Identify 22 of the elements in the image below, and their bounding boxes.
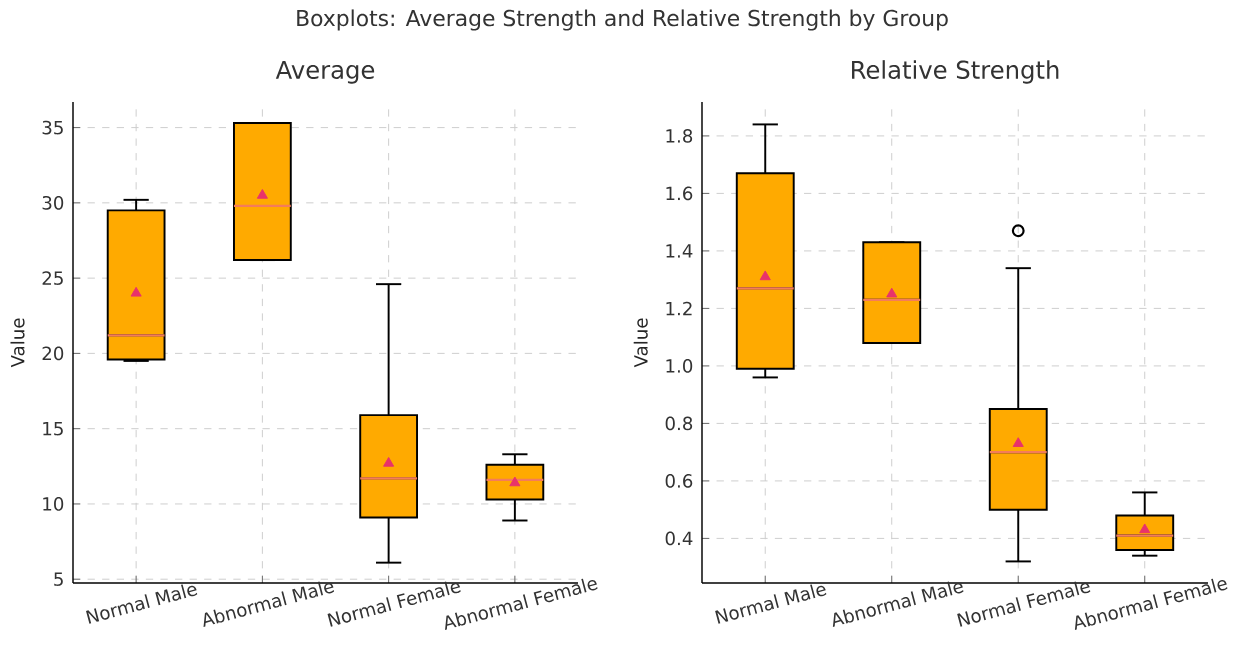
y-tick-label: 25 [42,271,63,286]
y-tick-label: 1.8 [666,129,693,143]
y-axis-title: Value [633,318,648,368]
y-tick-label: 1.2 [666,301,692,316]
text: Boxplots: Average Strength and Relative Strength by Group [297,9,948,31]
y-tick-label: 1.0 [666,359,693,373]
y-tick-label: 15 [43,421,63,436]
y-tick-label: 1.4 [666,244,693,258]
y-tick-label: 5 [54,572,63,586]
y-tick-label: 1.6 [666,186,693,201]
chart-title: Average [275,60,375,84]
chart-title: Relative Strength [852,60,1059,84]
y-tick-label: 0.4 [665,531,693,546]
y-tick-label: 0.6 [665,474,693,488]
y-tick-label: 35 [42,120,63,135]
y-tick-label: 20 [42,346,64,361]
x-tick-label: Normal Male [86,584,198,624]
y-tick-label: 10 [43,497,64,511]
x-tick-label: Normal Male [715,584,827,624]
y-tick-label: 0.8 [665,416,693,431]
y-tick-label: 30 [42,195,64,210]
y-axis-title: Value [10,318,25,368]
